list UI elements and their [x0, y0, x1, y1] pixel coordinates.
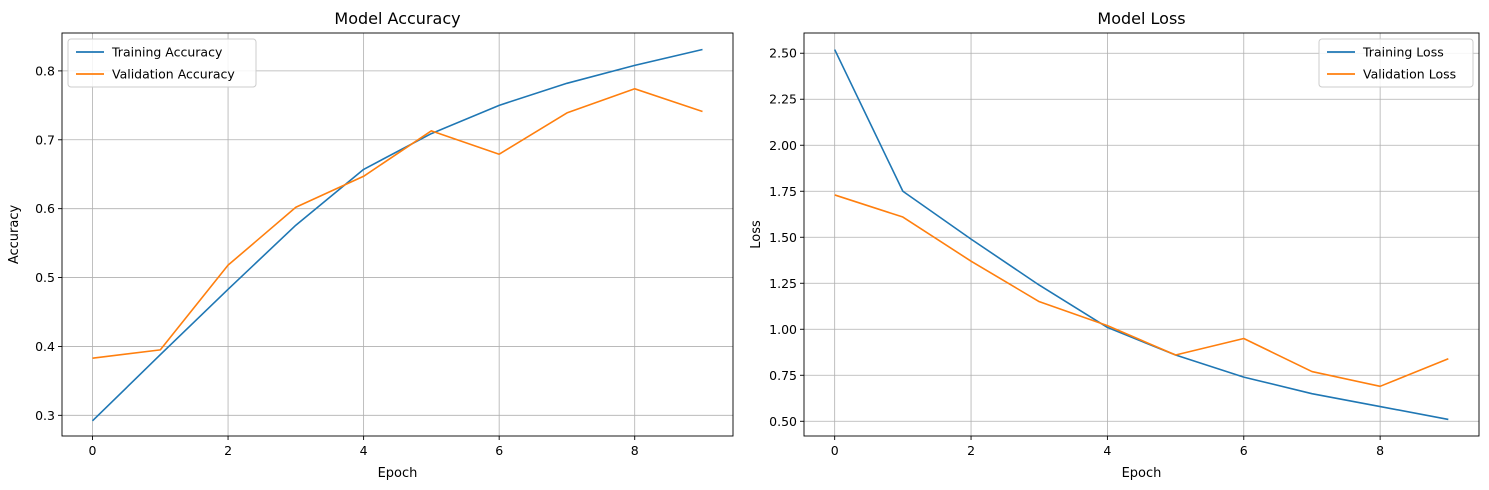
chart-title: Model Accuracy	[334, 9, 460, 28]
legend-box	[1318, 38, 1474, 88]
chart-title: Model Loss	[1097, 9, 1185, 28]
series-line-1	[92, 88, 703, 359]
x-tick-label: 0	[89, 443, 97, 458]
y-tick-label: 2.25	[769, 92, 797, 107]
legend-label-1: Validation Loss	[1363, 67, 1456, 82]
x-axis-label: Epoch	[1122, 466, 1162, 481]
y-tick-label: 1.50	[769, 230, 797, 245]
legend-label-0: Training Accuracy	[111, 45, 223, 60]
legend: Training Accuracy Validation Accuracy	[67, 38, 257, 88]
y-tick-label: 1.75	[769, 184, 797, 199]
y-tick-label: 0.8	[35, 63, 55, 78]
y-tick-label: 1.00	[769, 322, 797, 337]
x-tick-label: 0	[831, 443, 839, 458]
plot-frame	[803, 32, 1480, 437]
y-tick-label: 0.50	[769, 414, 797, 429]
legend-label-1: Validation Accuracy	[112, 67, 235, 82]
x-tick-label: 2	[967, 443, 975, 458]
y-tick-label: 0.6	[35, 201, 55, 216]
plot-frame	[61, 32, 734, 437]
y-tick-label: 1.25	[769, 276, 797, 291]
y-axis-label: Loss	[749, 220, 764, 249]
x-axis-label: Epoch	[378, 466, 418, 481]
x-tick-label: 6	[495, 443, 503, 458]
y-tick-label: 0.75	[769, 368, 797, 383]
accuracy-chart: 0 2 4 6 8 0.3 0.4 0.5 0.6 0.7 0.8 Model Accuracy Epo…	[7, 9, 734, 481]
series-line-1	[834, 194, 1449, 388]
legend-label-0: Training Loss	[1362, 45, 1444, 60]
x-tick-label: 8	[1376, 443, 1384, 458]
y-tick-label: 0.4	[35, 339, 55, 354]
y-tick-label: 0.3	[35, 408, 55, 423]
x-tick-label: 4	[360, 443, 368, 458]
x-tick-label: 8	[631, 443, 639, 458]
x-tick-label: 4	[1103, 443, 1111, 458]
y-tick-label: 0.7	[35, 132, 55, 147]
series-line-0	[91, 48, 703, 422]
y-axis-label: Accuracy	[7, 205, 22, 265]
legend-box	[67, 38, 257, 88]
y-tick-label: 0.5	[35, 270, 55, 285]
y-tick-label: 2.50	[769, 46, 797, 61]
x-tick-label: 2	[224, 443, 232, 458]
y-tick-label: 2.00	[769, 138, 797, 153]
legend: Training Loss Validation Loss	[1318, 38, 1474, 88]
series-line-0	[833, 49, 1449, 421]
x-tick-label: 6	[1240, 443, 1248, 458]
loss-chart: 0 2 4 6 8 0.50 0.75 1.00 1.25 1.50 1.75 2.00 2.25 2.5…	[749, 9, 1480, 481]
